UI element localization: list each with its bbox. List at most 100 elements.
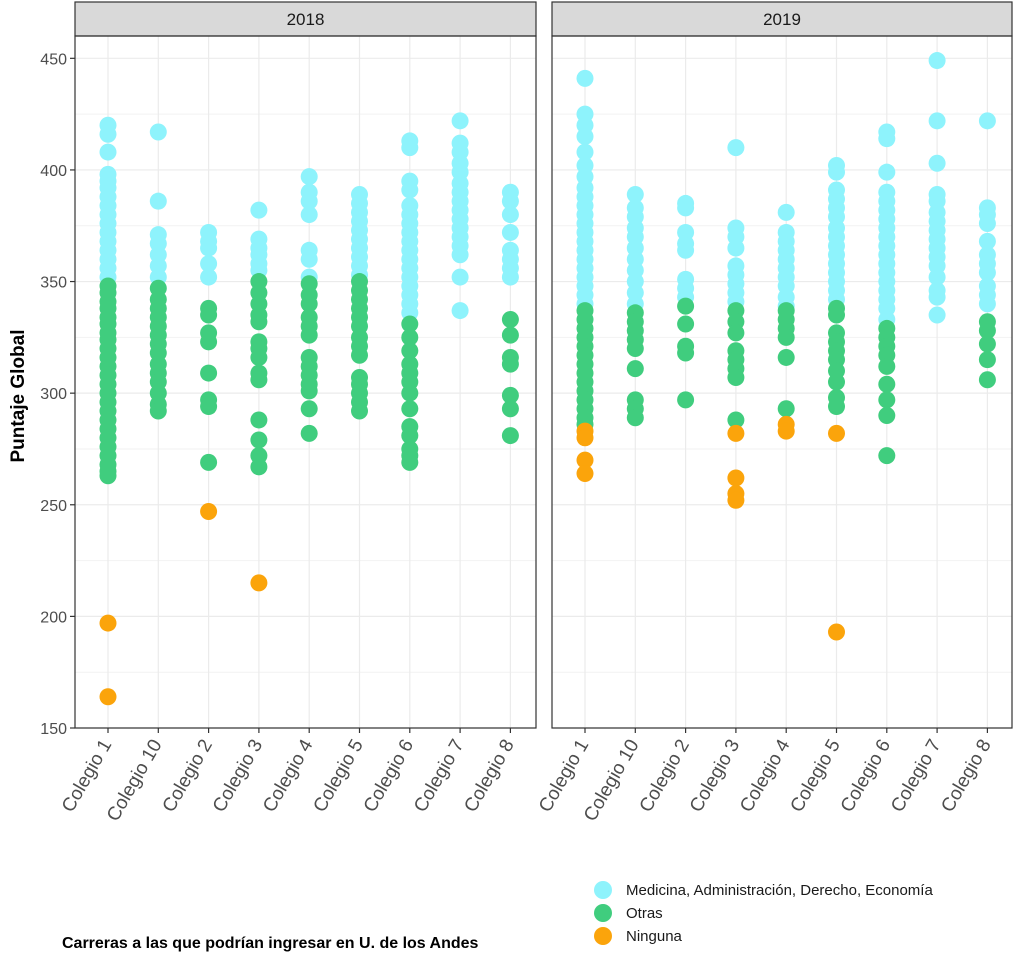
data-point <box>99 688 117 706</box>
data-point <box>777 203 795 221</box>
data-point <box>401 384 419 402</box>
data-point <box>878 163 896 181</box>
data-point <box>928 112 946 130</box>
data-point <box>300 250 318 268</box>
x-tick-label: Colegio 8 <box>460 736 518 816</box>
data-point <box>777 422 795 440</box>
data-point <box>351 402 368 420</box>
data-point <box>727 239 745 257</box>
data-point <box>250 371 268 389</box>
data-point <box>200 502 218 520</box>
x-tick-label: Colegio 5 <box>310 736 368 816</box>
data-point <box>501 223 519 241</box>
data-point <box>401 315 419 333</box>
data-point <box>576 451 594 469</box>
data-point <box>200 239 218 257</box>
x-tick-label: Colegio 6 <box>360 736 418 816</box>
y-tick-label: 150 <box>40 721 67 738</box>
data-point <box>576 429 594 447</box>
legend-swatch <box>594 881 612 899</box>
data-point <box>978 264 996 282</box>
data-point <box>878 375 896 393</box>
data-point <box>200 453 218 471</box>
data-point <box>978 232 996 250</box>
data-point <box>149 192 167 210</box>
data-point <box>401 453 419 471</box>
data-point <box>501 268 519 286</box>
y-tick-label: 450 <box>40 51 67 68</box>
data-point <box>626 340 644 358</box>
data-point <box>677 241 695 259</box>
data-point <box>978 295 996 313</box>
x-tick-label: Colegio 3 <box>209 736 267 816</box>
y-axis-ticks: 150 200 250 300 350 400 450 <box>40 51 75 738</box>
data-point <box>250 574 268 592</box>
data-point <box>401 400 419 418</box>
data-point <box>978 322 996 340</box>
data-point <box>727 411 745 429</box>
x-tick-label: Colegio 6 <box>837 736 895 816</box>
data-point <box>99 614 117 632</box>
y-tick-label: 400 <box>40 163 67 180</box>
data-point <box>149 123 167 141</box>
y-axis-title: Puntaje Global <box>8 329 29 462</box>
legend: Medicina, Administración, Derecho, Econo… <box>594 881 933 945</box>
data-point <box>677 315 695 333</box>
data-point <box>250 458 268 476</box>
data-point <box>576 143 594 161</box>
data-point <box>501 206 519 224</box>
data-point <box>978 215 996 233</box>
data-point <box>878 406 896 424</box>
data-point <box>727 369 745 387</box>
data-point <box>351 346 368 364</box>
data-point <box>149 402 167 420</box>
data-point <box>626 409 644 427</box>
x-tick-label: Colegio 7 <box>410 736 468 816</box>
y-tick-label: 200 <box>40 609 67 626</box>
facet-label: 2018 <box>287 10 325 29</box>
y-tick-label: 250 <box>40 498 67 515</box>
data-point <box>300 206 318 224</box>
data-point <box>501 427 519 445</box>
grid-lines <box>75 36 1012 729</box>
x-tick-label: Colegio 7 <box>887 736 945 816</box>
data-point <box>451 112 469 130</box>
data-point <box>99 467 117 485</box>
facet-panels: 2018 2019 <box>74 1 1013 729</box>
legend-label: Otras <box>626 905 663 922</box>
data-point <box>300 295 318 313</box>
data-point <box>777 348 795 366</box>
data-point <box>501 355 519 373</box>
data-point <box>501 192 519 210</box>
data-point <box>451 302 469 320</box>
data-point <box>401 427 419 445</box>
data-point <box>200 333 218 351</box>
x-tick-label: Colegio 1 <box>58 736 116 816</box>
y-tick-label: 300 <box>40 386 67 403</box>
data-point <box>300 168 318 186</box>
data-point <box>300 424 318 442</box>
data-point <box>501 400 519 418</box>
x-tick-label: Colegio 5 <box>787 736 845 816</box>
data-point <box>501 326 519 344</box>
data-point <box>300 192 318 210</box>
data-point <box>828 398 845 416</box>
legend-label: Medicina, Administración, Derecho, Econo… <box>626 882 933 899</box>
data-point <box>978 371 996 389</box>
facet-strip <box>551 1 1013 37</box>
x-tick-label: Colegio 2 <box>159 736 217 816</box>
data-point <box>451 246 469 264</box>
data-point <box>978 112 996 130</box>
data-point <box>828 424 845 442</box>
data-point <box>878 130 896 148</box>
data-point <box>401 342 419 360</box>
data-point <box>727 469 745 487</box>
data-point <box>828 623 845 641</box>
data-point <box>200 364 218 382</box>
data-point <box>727 139 745 157</box>
data-point <box>677 344 695 362</box>
data-point <box>626 360 644 378</box>
data-point <box>928 306 946 324</box>
